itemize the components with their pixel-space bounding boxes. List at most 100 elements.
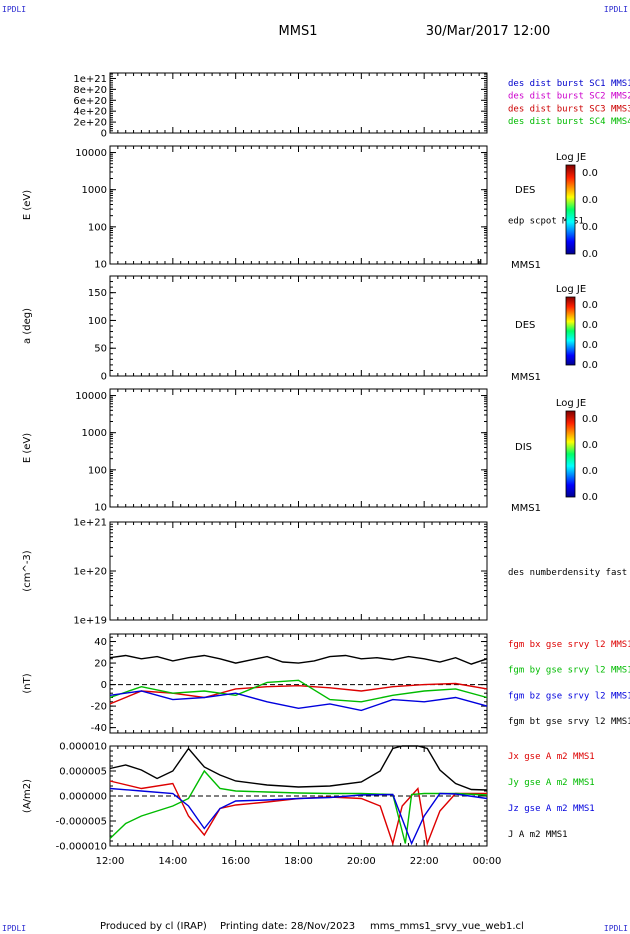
time-tick-label: 20:00 bbox=[347, 856, 376, 867]
time-axis: 12:00 14:00 16:00 18:00 20:00 22:00 00:00 bbox=[96, 856, 502, 867]
y-axis-label-current: (A/m2) bbox=[22, 779, 33, 813]
footer-script-name: mms_mms1_srvy_vue_web1.cl bbox=[370, 921, 524, 932]
panel-dis-energy: 10 100 1000 10000 E (eV) DIS MMS1 Log JE 0.0 0.0 0… bbox=[22, 388, 598, 514]
y-tick-label: 2e+20 bbox=[73, 118, 107, 129]
y-tick-label: 1000 bbox=[82, 185, 107, 196]
colorbar-title: Log JE bbox=[556, 152, 586, 163]
y-tick-label: 0.000005 bbox=[59, 767, 107, 778]
panel-frame-des-pitch bbox=[109, 275, 488, 377]
panel-frame-des-energy bbox=[109, 145, 488, 265]
panel-des-pitch: 0 50 100 150 a (deg) DES MMS1 Log JE 0.0 0.0 0.0 0.… bbox=[22, 275, 598, 383]
y-tick-label: -40 bbox=[91, 723, 107, 734]
colorbar-tick-label: 0.0 bbox=[582, 249, 598, 260]
legend-entry-current-1: Jy gse A m2 MMS1 bbox=[508, 778, 595, 788]
y-tick-label: 100 bbox=[88, 316, 107, 327]
y-axis-label-des-pitch: a (deg) bbox=[22, 308, 33, 344]
panel-frame-density bbox=[109, 521, 488, 621]
y-tick-label: 100 bbox=[88, 222, 107, 233]
series-line-fgm-0 bbox=[109, 654, 488, 665]
colorbar-tick-label: 0.0 bbox=[582, 360, 598, 371]
spacecraft-label-des-pitch: MMS1 bbox=[511, 372, 541, 383]
legend-entry-current-0: Jx gse A m2 MMS1 bbox=[508, 752, 595, 762]
y-tick-label: 10 bbox=[94, 260, 107, 271]
colorbar-tick-label: 0.0 bbox=[582, 414, 598, 425]
colorbar-tick-label: 0.0 bbox=[582, 492, 598, 503]
colorbar-des-pitch: Log JE 0.0 0.0 0.0 0.0 bbox=[556, 284, 598, 371]
y-tick-label: 10 bbox=[94, 503, 107, 514]
colorbar-des-energy: Log JE 0.0 0.0 0.0 0.0 bbox=[556, 152, 598, 260]
time-tick-label: 16:00 bbox=[221, 856, 250, 867]
spacecraft-title: MMS1 bbox=[279, 24, 318, 39]
panel-frame-fgm bbox=[109, 633, 488, 734]
species-label-des-energy: DES bbox=[515, 185, 535, 196]
corner-label-bottom-right: IPDLI bbox=[604, 924, 628, 933]
extra-label-des-energy: edp scpot MMS1 bbox=[508, 216, 584, 226]
spacecraft-label-dis-energy: MMS1 bbox=[511, 503, 541, 514]
y-tick-label: 20 bbox=[94, 659, 107, 670]
legend-entry-fgm-0: fgm bx gse srvy l2 MMS1 bbox=[508, 640, 630, 650]
colorbar-tick-label: 0.0 bbox=[582, 440, 598, 451]
species-label-des-pitch: DES bbox=[515, 320, 535, 331]
colorbar-tick-label: 0.0 bbox=[582, 340, 598, 351]
panel-des-energy: 10 100 1000 10000 E (eV) DES MMS1 edp scpot MMS… bbox=[22, 145, 598, 271]
colorbar-dis-energy: Log JE 0.0 0.0 0.0 0.0 bbox=[556, 398, 598, 503]
y-tick-label: 10000 bbox=[75, 391, 107, 402]
panel-current: -0.000010 -0.000005 0.000000 0.000005 0.0000… bbox=[22, 742, 595, 853]
datetime-title: 30/Mar/2017 12:00 bbox=[426, 24, 551, 39]
legend-entry-burst-0: des dist burst SC1 MMS1 bbox=[508, 79, 630, 89]
species-label-dis-energy: DIS bbox=[515, 442, 532, 453]
legend-entry-density-0: des numberdensity fast M bbox=[508, 568, 630, 578]
y-tick-label: 50 bbox=[94, 344, 107, 355]
legend-entry-fgm-2: fgm bz gse srvy l2 MMS1 bbox=[508, 691, 630, 701]
y-tick-label: 8e+20 bbox=[73, 85, 107, 96]
colorbar-gradient bbox=[565, 164, 576, 255]
y-tick-label: 1e+19 bbox=[73, 616, 107, 627]
colorbar-title: Log JE bbox=[556, 284, 586, 295]
y-tick-label: 4e+20 bbox=[73, 107, 107, 118]
colorbar-gradient bbox=[565, 296, 576, 366]
colorbar-tick-label: 0.0 bbox=[582, 300, 598, 311]
colorbar-tick-label: 0.0 bbox=[582, 320, 598, 331]
spacecraft-label-des-energy: MMS1 bbox=[511, 260, 541, 271]
y-tick-label: 0 bbox=[101, 680, 107, 691]
series-line-current-0 bbox=[109, 745, 488, 791]
y-tick-label: 0.000000 bbox=[59, 792, 107, 803]
colorbar-tick-label: 0.0 bbox=[582, 168, 598, 179]
y-tick-label: 1e+21 bbox=[73, 74, 107, 85]
legend-entry-burst-1: des dist burst SC2 MMS2 bbox=[508, 92, 630, 102]
colorbar-title: Log JE bbox=[556, 398, 586, 409]
time-tick-label: 00:00 bbox=[473, 856, 502, 867]
corner-label-top-left: IPDLI bbox=[2, 5, 26, 14]
y-tick-label: 40 bbox=[94, 637, 107, 648]
y-tick-label: -0.000010 bbox=[56, 842, 107, 853]
panel-fgm: -40 -20 0 20 40 (nT) fgm bx gse srvy l2 MMS1 fg… bbox=[22, 633, 630, 734]
y-tick-label: 0 bbox=[101, 129, 107, 140]
y-axis-label-dis-energy: E (eV) bbox=[22, 433, 33, 463]
y-axis-label-density: (cm^-3) bbox=[22, 550, 33, 591]
time-tick-label: 22:00 bbox=[410, 856, 439, 867]
y-tick-label: 150 bbox=[88, 288, 107, 299]
legend-entry-burst-3: des dist burst SC4 MMS4 bbox=[508, 117, 630, 127]
colorbar-gradient bbox=[565, 410, 576, 498]
series-line-fgm-3 bbox=[109, 690, 488, 712]
colorbar-tick-label: 0.0 bbox=[582, 466, 598, 477]
y-axis-label-fgm: (nT) bbox=[22, 673, 33, 693]
colorbar-tick-label: 0.0 bbox=[582, 195, 598, 206]
panel-density: 1e+19 1e+20 1e+21 (cm^-3) des numberdensity … bbox=[22, 518, 630, 627]
panel-frame-dis-energy bbox=[109, 388, 488, 508]
panel-frame-burst bbox=[109, 72, 488, 134]
y-tick-label: 1e+20 bbox=[73, 567, 107, 578]
y-tick-label: 1000 bbox=[82, 428, 107, 439]
y-tick-label: 0.000010 bbox=[59, 742, 107, 753]
series-line-current-3 bbox=[109, 787, 488, 846]
time-tick-label: 14:00 bbox=[158, 856, 187, 867]
y-tick-label: 100 bbox=[88, 465, 107, 476]
legend-entry-current-3: J A m2 MMS1 bbox=[508, 830, 568, 840]
footer-printing-date: Printing date: 28/Nov/2023 bbox=[220, 921, 355, 932]
time-tick-label: 18:00 bbox=[284, 856, 313, 867]
y-tick-label: 10000 bbox=[75, 148, 107, 159]
footer-produced-by: Produced by cl (IRAP) bbox=[100, 921, 207, 932]
